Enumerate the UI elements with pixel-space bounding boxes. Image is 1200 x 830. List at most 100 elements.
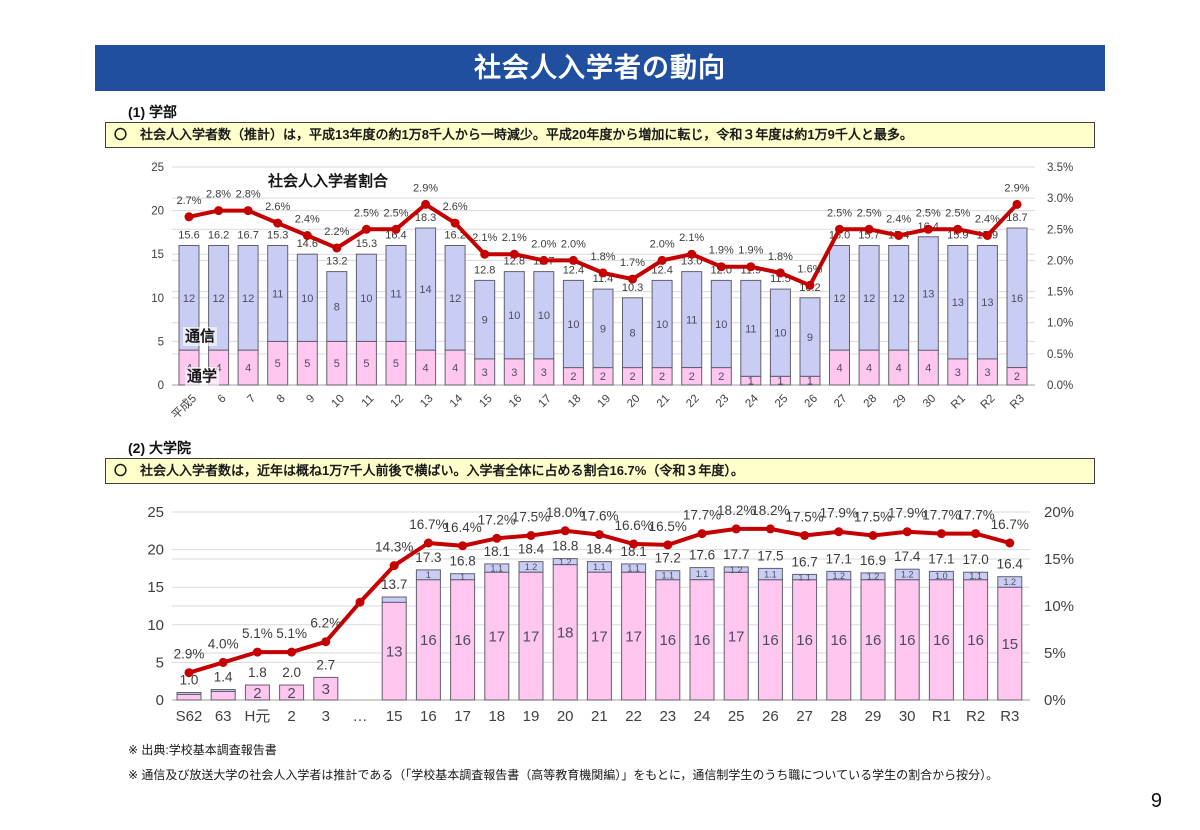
bar-segment-label: 12	[449, 293, 461, 305]
bar-total-label: 16.2	[444, 230, 465, 242]
bar-segment-label: 16	[796, 632, 813, 649]
bar-segment	[894, 568, 920, 581]
ratio-point-label: 2.7%	[176, 195, 201, 207]
bar-total-label: 10.3	[622, 282, 643, 294]
bar-segment	[928, 579, 954, 701]
bar-segment-label: 1.1	[491, 563, 504, 573]
bar-segment	[710, 279, 732, 369]
bar-total-label: 17.3	[415, 550, 441, 565]
bar-total-label: 17.5	[757, 548, 783, 563]
ratio-line-point	[332, 243, 342, 253]
bar-segment-label: 1.2	[559, 557, 572, 567]
bar-segment	[723, 566, 749, 573]
bar-segment	[237, 245, 259, 351]
bar-segment	[385, 245, 407, 342]
bar-segment	[894, 579, 920, 701]
section2-callout: 〇 社会人入学者数は，近年は概ね1万7千人前後で横ばい。入学者全体に占める割合1…	[105, 458, 1095, 484]
bar-segment	[326, 271, 348, 342]
bar-total-label: 1.8	[248, 665, 267, 680]
ratio-point-label: 16.4%	[443, 520, 481, 535]
ratio-point-label: 18.2%	[751, 503, 789, 518]
ratio-point-label: 17.5%	[512, 510, 550, 525]
bar-segment	[621, 563, 647, 573]
ratio-line-point	[936, 529, 946, 539]
ratio-point-label: 16.7%	[409, 517, 447, 532]
ratio-point-label: 17.5%	[854, 510, 892, 525]
bar-total-label: 2.7	[316, 657, 335, 672]
bar-total-label: 17.4	[894, 549, 921, 564]
bar-segment-label: 2	[253, 685, 261, 702]
page-number: 9	[1150, 790, 1162, 812]
bar-segment-label: 12	[242, 293, 254, 305]
bar-segment-label: 10	[301, 293, 313, 305]
ratio-line-point	[421, 199, 431, 209]
bar-segment-label: 1.1	[593, 562, 606, 572]
bar-segment-label: 10	[360, 293, 372, 305]
bar-total-label: 18.4	[586, 542, 613, 557]
x-tick-label: 23	[659, 708, 676, 725]
chart1-line-legend-label: 社会人入学者割合	[268, 173, 389, 190]
ratio-point-label: 2.6%	[443, 201, 468, 213]
y-right-tick-label: 15%	[1044, 551, 1074, 568]
ratio-line-point	[539, 255, 549, 265]
x-tick-label: R3	[1008, 393, 1027, 412]
ratio-line-point	[214, 206, 224, 216]
bar-total-label: 12.4	[563, 264, 584, 276]
ratio-point-label: 5.1%	[276, 626, 307, 641]
bar-segment	[210, 690, 236, 701]
bar-segment-label: 2	[689, 371, 695, 383]
bar-segment-label: 1.2	[1004, 577, 1017, 587]
ratio-point-label: 16.6%	[614, 518, 652, 533]
bar-segment-label: 16	[933, 632, 950, 649]
bar-segment-label: 1.1	[662, 570, 675, 580]
ratio-point-label: 2.8%	[236, 189, 261, 201]
ratio-line-point	[287, 647, 297, 657]
bar-segment-label: 4	[925, 363, 931, 375]
bar-segment-label: 1.1	[764, 569, 777, 579]
bar-segment-label: 17	[728, 629, 745, 646]
ratio-point-label: 17.7%	[683, 508, 721, 523]
chart-daigakuin: 0 5 10 15 20 25 0% 5% 10% 15% 20% S62 1.0 63 1.4 H元 2 1.8…	[147, 503, 1074, 725]
ratio-line-point	[657, 255, 667, 265]
bar-segment-label: 4	[896, 363, 902, 375]
ratio-point-label: 2.0%	[650, 238, 675, 250]
ratio-line-point	[687, 249, 697, 259]
bar-segment-label: 1	[460, 572, 465, 582]
bar-segment-label: 10	[774, 328, 786, 340]
bar-segment-label: 3	[322, 681, 330, 698]
bar-total-label: 17.6	[689, 548, 715, 563]
bar-segment	[279, 684, 305, 701]
bar-segment-label: 1.2	[730, 565, 743, 575]
bar-total-label: 15.7	[858, 230, 879, 242]
bar-segment-label: 3	[511, 367, 517, 379]
ratio-line-point	[361, 224, 371, 234]
ratio-line-point	[628, 274, 637, 284]
bar-segment-label: 4	[836, 363, 842, 375]
ratio-line-point	[868, 531, 878, 540]
ratio-line-point	[389, 561, 399, 571]
y-right-tick-label: 1.5%	[1047, 287, 1073, 299]
x-tick-label: 17	[536, 393, 554, 411]
bar-segment	[176, 692, 202, 695]
bar-segment-label: 16	[694, 632, 711, 649]
bar-total-label: 11.4	[593, 273, 614, 285]
x-tick-label: 26	[803, 393, 821, 411]
x-tick-label: 29	[865, 708, 882, 725]
bar-segment-label: 5	[393, 358, 399, 370]
y-left-tick-label: 25	[151, 162, 164, 174]
bar-segment-label: 5	[334, 358, 340, 370]
bar-segment	[963, 571, 989, 581]
bar-segment-label: 3	[541, 367, 547, 379]
bar-total-label: 1.0	[180, 673, 199, 688]
bar-segment-label: 16	[454, 632, 471, 649]
bar-segment-label: 1	[426, 570, 431, 580]
bar-segment	[757, 579, 783, 701]
bar-segment-label: 1	[807, 376, 813, 388]
bar-total-label: 15.9	[947, 230, 968, 242]
x-tick-label: 16	[420, 708, 437, 725]
bar-total-label: 18.4	[518, 542, 545, 557]
y-left-tick-label: 20	[147, 542, 164, 559]
bar-segment-label: 3	[482, 367, 488, 379]
ratio-point-label: 2.4%	[886, 214, 911, 226]
bar-total-label: 17.2	[655, 551, 681, 566]
